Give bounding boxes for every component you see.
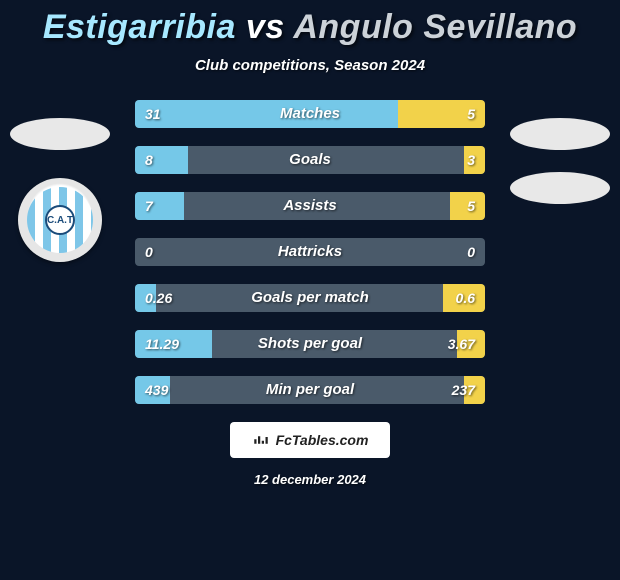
stat-row: 00Hattricks xyxy=(135,238,485,266)
stat-label: Goals xyxy=(135,146,485,174)
stat-label: Min per goal xyxy=(135,376,485,404)
stat-row: 0.260.6Goals per match xyxy=(135,284,485,312)
stat-row: 11.293.67Shots per goal xyxy=(135,330,485,358)
chart-icon xyxy=(252,431,270,449)
brand-text: FcTables.com xyxy=(276,432,369,448)
club-logo-placeholder-right-2 xyxy=(510,172,610,204)
club-logo-placeholder-right-1 xyxy=(510,118,610,150)
title-vs: vs xyxy=(246,8,294,46)
page-title: Estigarribia vs Angulo Sevillano xyxy=(0,8,620,47)
club-badge-left: C.A.T xyxy=(18,178,102,262)
title-right: Angulo Sevillano xyxy=(293,8,577,46)
stat-row: 315Matches xyxy=(135,100,485,128)
stat-row: 439237Min per goal xyxy=(135,376,485,404)
stat-label: Hattricks xyxy=(135,238,485,266)
title-left: Estigarribia xyxy=(43,8,236,46)
footer-date: 12 december 2024 xyxy=(0,472,620,487)
stat-label: Goals per match xyxy=(135,284,485,312)
club-badge-text: C.A.T xyxy=(45,205,75,235)
brand-logo: FcTables.com xyxy=(230,422,390,458)
subtitle: Club competitions, Season 2024 xyxy=(0,57,620,74)
infographic-container: Estigarribia vs Angulo Sevillano Club co… xyxy=(0,0,620,580)
stat-label: Matches xyxy=(135,100,485,128)
stat-label: Assists xyxy=(135,192,485,220)
stat-row: 75Assists xyxy=(135,192,485,220)
stat-label: Shots per goal xyxy=(135,330,485,358)
club-logo-placeholder-left-1 xyxy=(10,118,110,150)
stat-row: 83Goals xyxy=(135,146,485,174)
stats-panel: 315Matches 83Goals 75Assists 00Hattricks 0.2… xyxy=(135,100,485,404)
club-badge-inner: C.A.T xyxy=(27,187,93,253)
